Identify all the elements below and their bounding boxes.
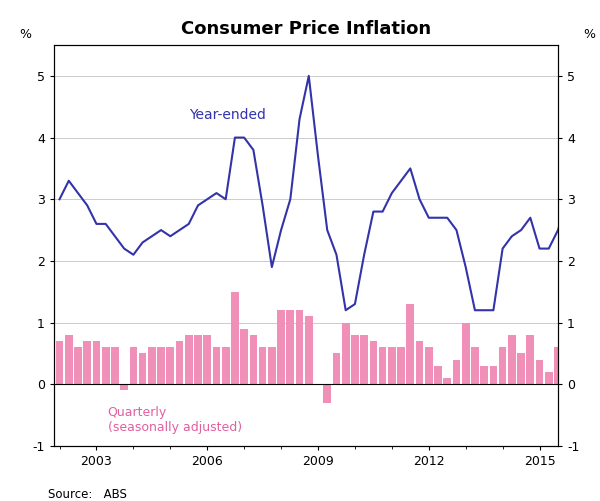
- Bar: [194, 335, 202, 384]
- Bar: [591, 353, 599, 384]
- Bar: [296, 310, 304, 384]
- Bar: [351, 335, 359, 384]
- Bar: [65, 335, 73, 384]
- Bar: [554, 347, 562, 384]
- Bar: [425, 347, 433, 384]
- Bar: [277, 310, 285, 384]
- Bar: [185, 335, 193, 384]
- Bar: [416, 341, 424, 384]
- Bar: [83, 341, 91, 384]
- Title: Consumer Price Inflation: Consumer Price Inflation: [181, 20, 431, 38]
- Bar: [434, 366, 442, 384]
- Bar: [203, 335, 211, 384]
- Bar: [111, 347, 119, 384]
- Bar: [397, 347, 405, 384]
- Bar: [92, 341, 100, 384]
- Bar: [572, 378, 580, 384]
- Bar: [222, 347, 230, 384]
- Bar: [545, 372, 553, 384]
- Bar: [471, 347, 479, 384]
- Bar: [388, 347, 396, 384]
- Bar: [102, 347, 110, 384]
- Bar: [526, 335, 534, 384]
- Bar: [452, 360, 460, 384]
- Bar: [370, 341, 377, 384]
- Bar: [490, 366, 497, 384]
- Bar: [360, 335, 368, 384]
- Bar: [240, 329, 248, 384]
- Bar: [536, 360, 544, 384]
- Text: %: %: [583, 28, 595, 41]
- Bar: [563, 323, 571, 384]
- Bar: [176, 341, 184, 384]
- Bar: [212, 347, 220, 384]
- Bar: [517, 353, 525, 384]
- Bar: [342, 323, 350, 384]
- Bar: [74, 347, 82, 384]
- Bar: [231, 292, 239, 384]
- Bar: [148, 347, 156, 384]
- Text: Year-ended: Year-ended: [189, 108, 266, 122]
- Bar: [480, 366, 488, 384]
- Bar: [379, 347, 386, 384]
- Bar: [56, 341, 64, 384]
- Bar: [286, 310, 294, 384]
- Bar: [332, 353, 340, 384]
- Bar: [268, 347, 276, 384]
- Text: %: %: [19, 28, 31, 41]
- Bar: [462, 323, 470, 384]
- Bar: [139, 353, 146, 384]
- Bar: [166, 347, 174, 384]
- Bar: [582, 384, 590, 390]
- Bar: [508, 335, 516, 384]
- Text: Source:   ABS: Source: ABS: [48, 488, 127, 501]
- Bar: [259, 347, 266, 384]
- Bar: [157, 347, 165, 384]
- Bar: [323, 384, 331, 403]
- Bar: [499, 347, 506, 384]
- Text: Quarterly
(seasonally adjusted): Quarterly (seasonally adjusted): [107, 406, 242, 434]
- Bar: [443, 378, 451, 384]
- Bar: [305, 317, 313, 384]
- Bar: [250, 335, 257, 384]
- Bar: [406, 304, 414, 384]
- Bar: [130, 347, 137, 384]
- Bar: [120, 384, 128, 390]
